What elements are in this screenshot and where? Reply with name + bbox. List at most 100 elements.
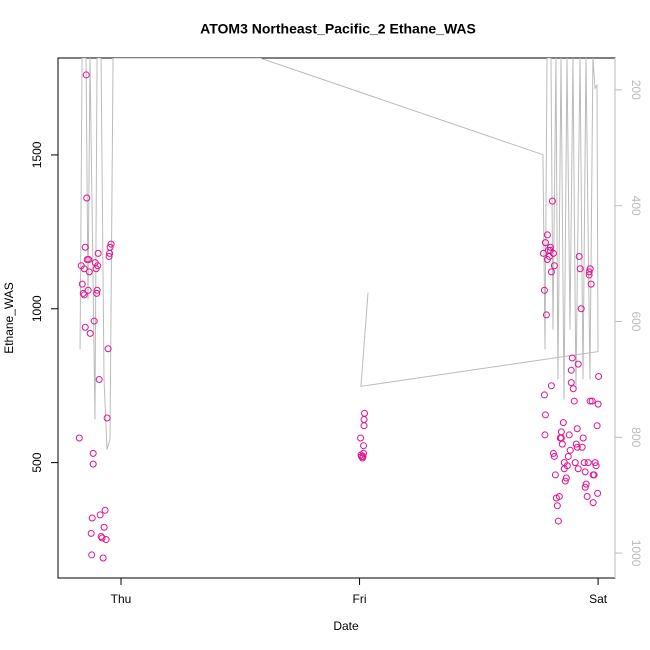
point — [98, 534, 106, 542]
point — [575, 252, 583, 260]
point — [546, 246, 554, 254]
point — [578, 443, 586, 451]
point — [93, 286, 101, 294]
point — [81, 323, 89, 331]
point — [585, 268, 593, 276]
point — [558, 440, 566, 448]
point — [565, 431, 573, 439]
point — [81, 243, 89, 251]
point — [99, 554, 107, 562]
point — [574, 465, 582, 473]
plot-frame — [57, 57, 616, 579]
point — [560, 465, 568, 473]
point — [97, 532, 105, 540]
y-tick-label: 1000 — [30, 295, 44, 322]
point — [561, 477, 569, 485]
point — [555, 492, 563, 500]
point — [547, 382, 555, 390]
point — [547, 268, 555, 276]
point — [553, 502, 561, 510]
point — [84, 286, 92, 294]
point — [595, 372, 603, 380]
point — [360, 422, 368, 430]
y2-tick-label: 1000 — [629, 540, 643, 567]
point — [588, 397, 596, 405]
point — [550, 452, 558, 460]
point — [83, 194, 91, 202]
point — [562, 474, 570, 482]
point — [594, 400, 602, 408]
line — [79, 58, 599, 450]
point — [581, 468, 589, 476]
point — [360, 442, 368, 450]
point — [78, 280, 86, 288]
y2-tick-label: 600 — [629, 311, 643, 331]
point — [543, 256, 551, 264]
point — [551, 471, 559, 479]
point — [583, 492, 591, 500]
point — [94, 262, 102, 270]
point — [590, 471, 598, 479]
point — [546, 243, 554, 251]
point — [89, 460, 97, 468]
point — [357, 434, 365, 442]
point — [566, 446, 574, 454]
point — [581, 483, 589, 491]
point — [359, 452, 367, 460]
point — [106, 249, 114, 257]
point — [107, 240, 115, 248]
point — [360, 416, 368, 424]
point — [557, 434, 565, 442]
point — [573, 443, 581, 451]
point — [89, 449, 97, 457]
point — [557, 428, 565, 436]
point — [570, 397, 578, 405]
point — [582, 480, 590, 488]
y-tick-label: 500 — [30, 452, 44, 472]
point — [90, 317, 98, 325]
point — [79, 289, 87, 297]
point — [87, 529, 95, 537]
point — [88, 514, 96, 522]
point — [568, 354, 576, 362]
point — [543, 231, 551, 239]
x-tick-label: Sat — [589, 592, 608, 606]
point — [85, 268, 93, 276]
point — [592, 462, 600, 470]
chart-title: ATOM3 Northeast_Pacific_2 Ethane_WAS — [200, 21, 476, 37]
x-tick-label: Fri — [353, 592, 367, 606]
x-axis-label: Date — [333, 619, 359, 633]
point — [574, 360, 582, 368]
point — [103, 414, 111, 422]
point — [580, 459, 588, 467]
point — [591, 459, 599, 467]
point — [569, 385, 577, 393]
y-axis-label: Ethane_WAS — [2, 282, 16, 354]
point — [539, 249, 547, 257]
point — [80, 291, 88, 299]
point — [572, 440, 580, 448]
point — [576, 265, 584, 273]
point — [571, 459, 579, 467]
x-tick-label: Thu — [111, 592, 132, 606]
point — [104, 345, 112, 353]
point — [94, 249, 102, 257]
y2-tick-label: 800 — [629, 427, 643, 447]
point — [573, 425, 581, 433]
point — [579, 434, 587, 442]
point — [93, 289, 101, 297]
point — [554, 517, 562, 525]
point — [85, 256, 93, 264]
point — [540, 286, 548, 294]
point — [548, 197, 556, 205]
point — [96, 511, 104, 519]
point — [584, 459, 592, 467]
point — [589, 499, 597, 507]
y2-tick-label: 200 — [629, 80, 643, 100]
point — [101, 506, 109, 514]
point — [594, 489, 602, 497]
point — [75, 434, 83, 442]
point — [550, 262, 558, 270]
point — [593, 422, 601, 430]
